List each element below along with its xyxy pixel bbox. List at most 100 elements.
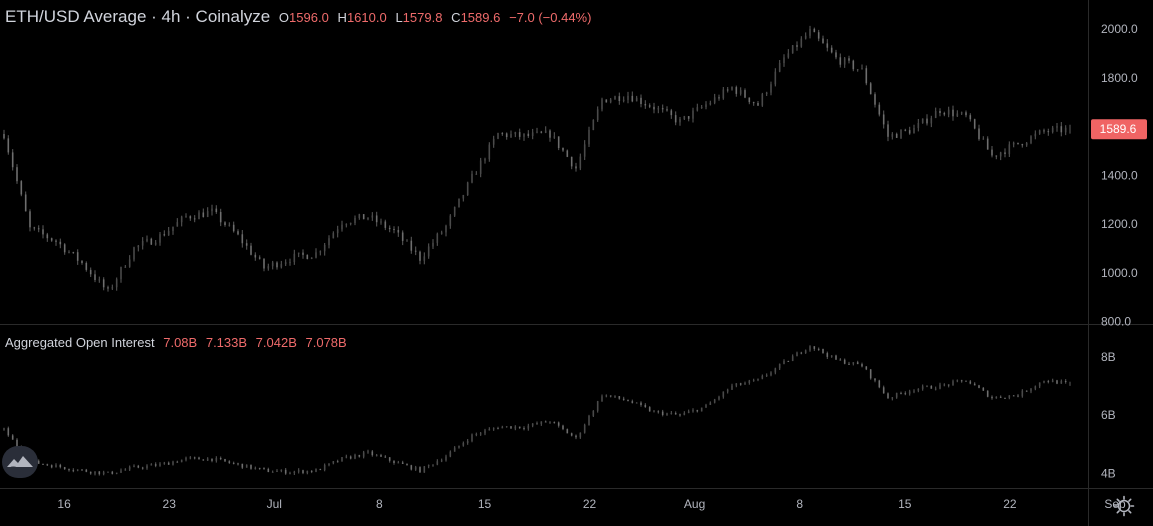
oi-candle [163,461,166,465]
price-candle [744,88,746,99]
oi-candle [388,457,391,463]
price-candle [76,249,79,265]
price-candle [349,222,352,226]
price-candle [999,151,1002,161]
oi-candle [72,468,75,473]
price-candle [375,211,378,227]
price-candle [458,198,460,208]
oi-candle [397,460,400,464]
oi-candle [744,381,746,385]
price-candle [800,36,803,48]
oi-candle [674,411,677,415]
oi-candle [276,469,278,472]
oi-candle [930,385,933,389]
oi-candle [696,409,699,413]
oi-candle [410,464,413,471]
price-candle [336,225,339,238]
oi-candle [514,425,517,431]
oi-candle [341,457,343,462]
oi-candle [531,423,534,428]
oi-candle [302,469,304,475]
price-candle [965,110,967,118]
price-candle [358,213,361,220]
price-candle [709,100,712,106]
chart-header: ETH/USD Average · 4h · Coinalyze O1596.0… [5,7,591,27]
oi-candle [271,470,274,473]
price-candle [397,226,400,237]
price-candle [475,171,478,175]
price-candle [952,105,954,121]
price-candle [874,92,876,108]
oi-candle [874,378,876,383]
oi-candle [367,449,369,454]
oi-candle [453,446,456,452]
oi-candle [102,470,105,476]
oi-candle [900,391,902,395]
price-candle [380,218,382,225]
oi-candle [618,396,621,400]
price-candle [401,230,404,246]
oi-candle [683,411,686,416]
oi-candle [1030,388,1032,394]
oi-candle [76,469,79,472]
price-axis: 2000.01800.01600.01400.01200.01000.0800.… [1101,22,1138,328]
oi-candle [852,362,855,366]
oi-candle [497,426,499,430]
price-candle [900,129,902,139]
price-candle [531,128,534,140]
price-candle [540,130,543,134]
oi-candle [492,427,495,431]
price-candle [423,252,426,265]
oi-candle [1064,379,1067,384]
oi-candle [1004,397,1006,399]
price-candle [410,236,413,254]
price-candle [206,207,209,218]
oi-candle [419,466,421,473]
oi-candle [887,392,889,399]
oi-candle [861,362,863,368]
oi-candle [904,391,907,396]
price-candle [89,267,92,277]
price-candle [445,224,447,237]
price-candle [848,55,850,64]
price-candle [189,215,192,221]
price-candle [687,116,690,122]
price-candle [562,147,564,152]
price-candle [904,128,907,132]
coinalyze-logo-icon[interactable] [2,446,38,478]
price-candle [215,205,218,214]
oi-candle [354,453,356,460]
price-candle [770,81,772,96]
price-candle [1056,123,1058,132]
price-candle [167,227,170,236]
open-label: O [278,10,290,25]
gear-icon[interactable] [1112,494,1136,518]
oi-candle [146,464,148,470]
price-candle [752,101,755,106]
oi-candle [540,421,543,426]
oi-candle [293,470,296,475]
oi-candle [310,470,313,474]
oi-candle [878,379,881,389]
price-candle [778,60,781,73]
price-candle [453,206,456,217]
price-candle [679,117,681,126]
oi-candle [37,459,40,464]
oi-candle [575,434,577,440]
price-candle [527,130,530,138]
oi-candle [917,388,920,393]
oi-candle [648,406,651,412]
oi-candle [228,460,231,464]
price-candle [1030,135,1032,145]
oi-candle [1034,385,1037,391]
price-candle [761,92,764,107]
price-candle [748,97,751,105]
oi-candle [172,460,174,466]
oi-candle [1051,378,1054,383]
price-candle [765,91,768,96]
oi-candle [913,389,915,394]
price-candle [354,215,356,226]
time-tick-label: 22 [1003,497,1017,511]
price-candle [154,240,157,246]
